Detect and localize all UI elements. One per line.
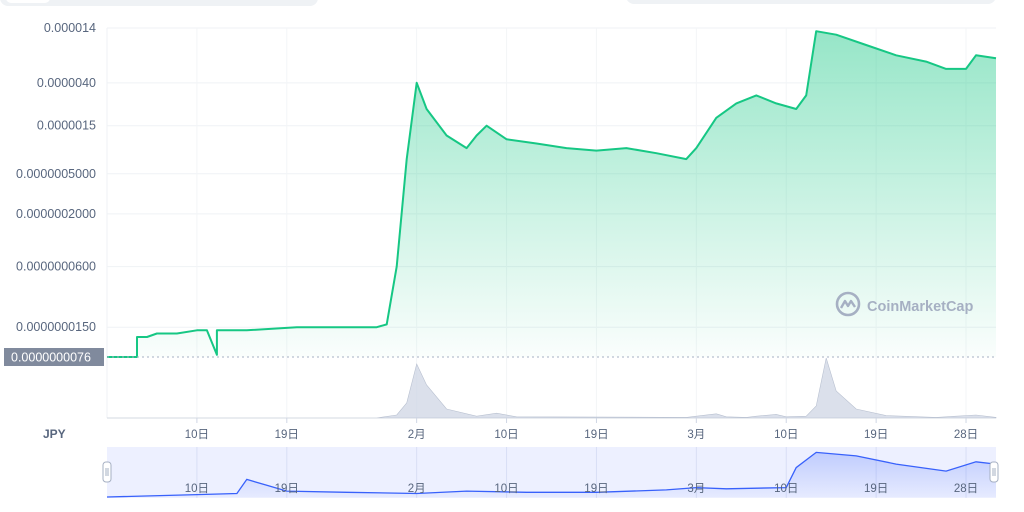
navigator-tick-label: 10日 (185, 483, 209, 495)
navigator-tick-label: 19日 (275, 483, 299, 495)
navigator-handle-right[interactable] (989, 461, 999, 483)
navigator-tick-label: 10日 (494, 483, 518, 495)
navigator-tick-label: 3月 (687, 483, 705, 495)
range-tabs[interactable] (0, 0, 318, 6)
x-tick-label: 19日 (584, 429, 608, 441)
price-line (107, 30, 997, 358)
chart-options[interactable] (626, 0, 996, 4)
y-tick-label: 0.0000000600 (16, 260, 96, 274)
current-price-tag: 0.0000000076 (4, 348, 104, 366)
range-tab-active[interactable] (6, 0, 50, 3)
navigator-ticks: 10日 19日 2月 10日 19日 3月 10日 19日 28日 (185, 483, 978, 495)
y-tick-label: 0.0000005000 (16, 167, 96, 181)
navigator-handle-left[interactable] (102, 461, 112, 483)
x-tick-label: 2月 (408, 429, 426, 441)
navigator-tick-label: 28日 (954, 483, 978, 495)
navigator-tick-label: 2月 (408, 483, 426, 495)
coinmarketcap-logo-icon (835, 291, 861, 317)
watermark: CoinMarketCap (835, 291, 973, 317)
navigator-tick-label: 19日 (584, 483, 608, 495)
navigator-area (107, 452, 996, 497)
range-navigator[interactable]: 10日 19日 2月 10日 19日 3月 10日 19日 28日 (102, 447, 999, 498)
price-area (107, 31, 996, 357)
x-tick-label: 10日 (494, 429, 518, 441)
current-price-label: 0.0000000076 (11, 351, 91, 365)
navigator-line (106, 451, 997, 498)
volume-area (107, 357, 997, 419)
x-tick-label: 28日 (954, 429, 978, 441)
y-axis-ticks: 0.000014 0.0000040 0.0000015 0.0000005000 0.… (16, 21, 96, 334)
y-tick-label: 0.0000015 (37, 119, 96, 133)
navigator-tick-label: 19日 (864, 483, 888, 495)
y-tick-label: 0.0000040 (37, 76, 96, 90)
y-tick-label: 0.000014 (44, 21, 96, 35)
navigator-tick-label: 10日 (774, 483, 798, 495)
volume-series (107, 357, 997, 419)
x-tick-label: 3月 (687, 429, 705, 441)
watermark-text: CoinMarketCap (867, 299, 973, 315)
x-tick-label: 19日 (275, 429, 299, 441)
x-tick-label: 10日 (185, 429, 209, 441)
x-tick-label: 19日 (864, 429, 888, 441)
y-tick-label: 0.0000002000 (16, 207, 96, 221)
x-axis-ticks: 10日 19日 2月 10日 19日 3月 10日 19日 28日 (185, 418, 978, 441)
y-tick-label: 0.0000000150 (16, 320, 96, 334)
currency-label: JPY (43, 427, 66, 441)
x-tick-label: 10日 (774, 429, 798, 441)
